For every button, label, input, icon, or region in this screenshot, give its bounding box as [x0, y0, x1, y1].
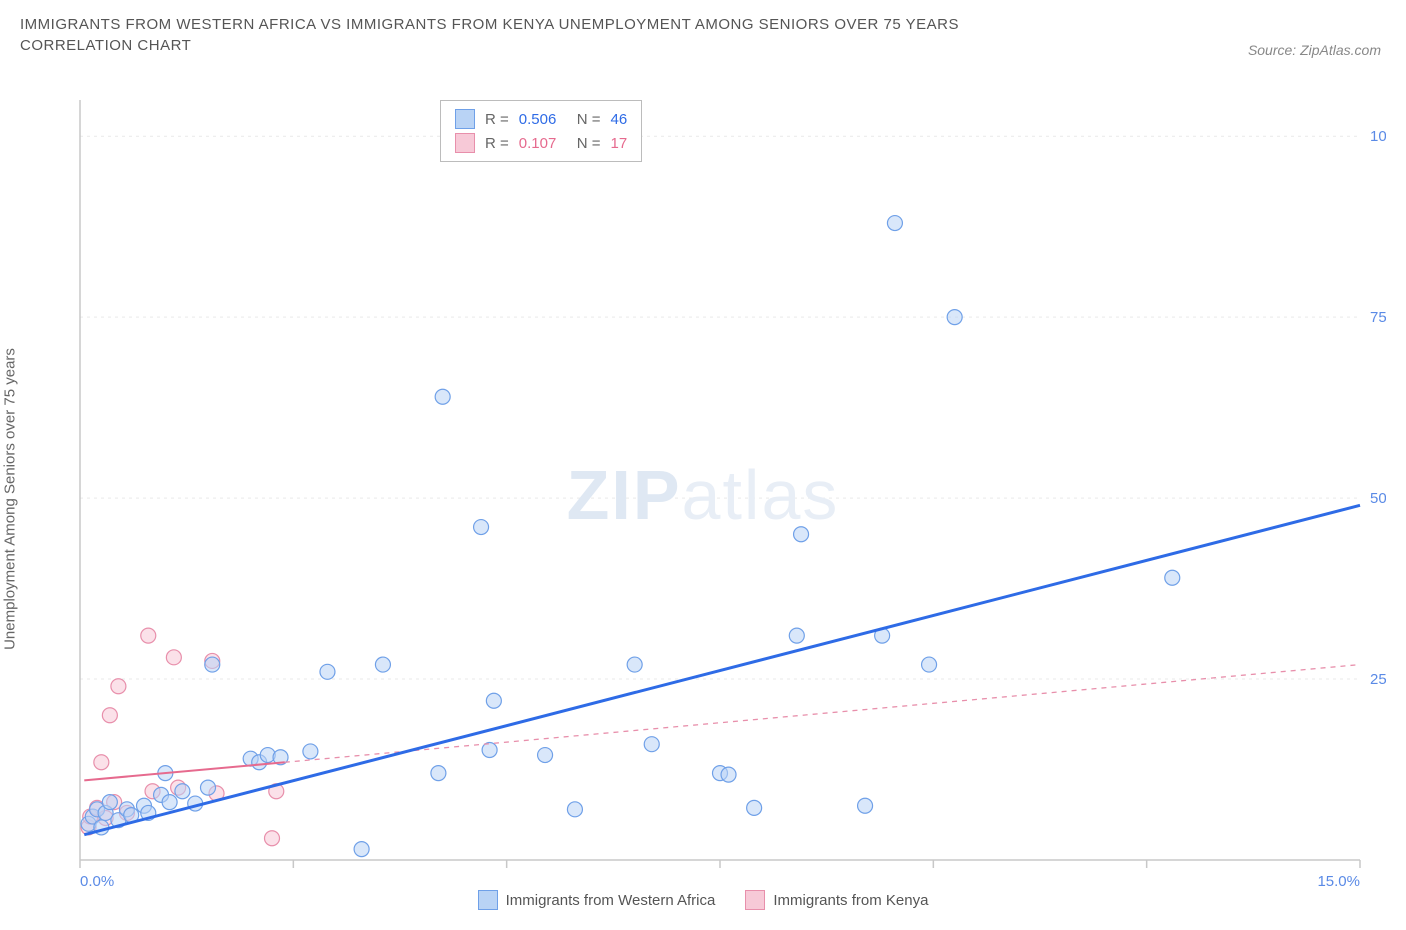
source-text: Source: ZipAtlas.com	[1248, 42, 1381, 58]
svg-text:0.0%: 0.0%	[80, 873, 114, 890]
series-swatch	[455, 109, 475, 129]
series-swatch	[455, 133, 475, 153]
stats-info-box: R = 0.506 N = 46 R = 0.107 N = 17	[440, 100, 642, 162]
n-label: N =	[577, 111, 601, 128]
stats-row: R = 0.506 N = 46	[455, 107, 627, 131]
svg-text:100.0%: 100.0%	[1370, 128, 1386, 145]
r-label: R =	[485, 135, 509, 152]
r-value: 0.107	[519, 135, 567, 152]
legend-item: Immigrants from Western Africa	[478, 890, 716, 910]
r-label: R =	[485, 111, 509, 128]
n-value: 17	[611, 135, 628, 152]
legend-swatch	[478, 890, 498, 910]
svg-text:25.0%: 25.0%	[1370, 671, 1386, 688]
n-value: 46	[611, 111, 628, 128]
r-value: 0.506	[519, 111, 567, 128]
svg-text:50.0%: 50.0%	[1370, 490, 1386, 507]
title-line-1: Immigrants from Western Africa vs Immigr…	[20, 16, 1386, 33]
n-label: N =	[577, 135, 601, 152]
scatter-chart-svg: 25.0% 50.0% 75.0% 100.0% 0.0% 15.0%	[20, 88, 1386, 908]
y-axis-label: Unemployment Among Seniors over 75 years	[2, 348, 19, 650]
title-line-2: Correlation Chart	[20, 37, 1386, 54]
stats-row: R = 0.107 N = 17	[455, 131, 627, 155]
legend-swatch	[745, 890, 765, 910]
svg-text:15.0%: 15.0%	[1317, 873, 1360, 890]
chart-container: Unemployment Among Seniors over 75 years…	[20, 88, 1386, 910]
legend-label: Immigrants from Western Africa	[506, 892, 716, 909]
legend: Immigrants from Western Africa Immigrants…	[20, 890, 1386, 910]
legend-item: Immigrants from Kenya	[745, 890, 928, 910]
svg-text:75.0%: 75.0%	[1370, 309, 1386, 326]
legend-label: Immigrants from Kenya	[773, 892, 928, 909]
